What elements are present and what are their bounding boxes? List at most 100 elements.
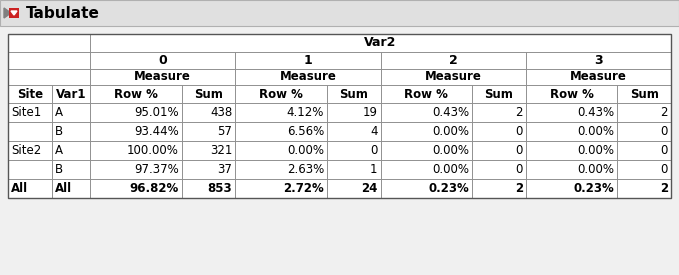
Text: 438: 438 bbox=[210, 106, 232, 119]
Text: 0.00%: 0.00% bbox=[433, 125, 469, 138]
Text: Site: Site bbox=[17, 87, 43, 100]
Text: Row %: Row % bbox=[550, 87, 593, 100]
Text: 24: 24 bbox=[361, 182, 378, 195]
Text: All: All bbox=[55, 182, 72, 195]
Bar bbox=[235, 52, 380, 69]
Bar bbox=[8, 34, 671, 198]
Bar bbox=[182, 160, 235, 179]
Bar bbox=[235, 69, 380, 85]
Bar bbox=[52, 179, 90, 198]
Bar bbox=[90, 103, 182, 122]
Text: Sum: Sum bbox=[630, 87, 659, 100]
Bar bbox=[235, 141, 327, 160]
Bar bbox=[617, 85, 671, 103]
Bar bbox=[380, 52, 526, 69]
Text: 2.72%: 2.72% bbox=[283, 182, 324, 195]
Text: Var1: Var1 bbox=[56, 87, 86, 100]
Text: 3: 3 bbox=[594, 54, 603, 67]
Bar bbox=[90, 34, 671, 52]
Bar bbox=[327, 160, 380, 179]
Polygon shape bbox=[4, 8, 11, 18]
Text: 2: 2 bbox=[515, 106, 523, 119]
Bar bbox=[472, 160, 526, 179]
Bar bbox=[52, 103, 90, 122]
Text: Sum: Sum bbox=[485, 87, 513, 100]
Text: Measure: Measure bbox=[570, 70, 627, 84]
Text: 2.63%: 2.63% bbox=[287, 163, 324, 176]
Text: 37: 37 bbox=[217, 163, 232, 176]
Text: All: All bbox=[11, 182, 28, 195]
Bar bbox=[327, 103, 380, 122]
Bar bbox=[182, 179, 235, 198]
Bar bbox=[90, 69, 235, 85]
Text: Row %: Row % bbox=[259, 87, 303, 100]
Text: 19: 19 bbox=[363, 106, 378, 119]
Bar bbox=[380, 103, 472, 122]
Text: 0: 0 bbox=[661, 163, 668, 176]
Text: Site1: Site1 bbox=[11, 106, 41, 119]
Text: 0.43%: 0.43% bbox=[432, 106, 469, 119]
Bar bbox=[8, 34, 90, 52]
Bar bbox=[472, 141, 526, 160]
Bar bbox=[235, 160, 327, 179]
Text: 2: 2 bbox=[449, 54, 458, 67]
Bar bbox=[8, 122, 52, 141]
Text: 0.00%: 0.00% bbox=[433, 144, 469, 157]
Bar bbox=[617, 122, 671, 141]
Bar bbox=[327, 141, 380, 160]
Bar bbox=[90, 160, 182, 179]
Text: Measure: Measure bbox=[280, 70, 336, 84]
Bar bbox=[526, 85, 617, 103]
Bar bbox=[526, 141, 617, 160]
Bar bbox=[472, 179, 526, 198]
Bar bbox=[182, 122, 235, 141]
Text: 0.00%: 0.00% bbox=[577, 163, 614, 176]
Bar bbox=[526, 160, 617, 179]
Bar bbox=[182, 103, 235, 122]
Bar bbox=[8, 103, 52, 122]
Bar bbox=[380, 122, 472, 141]
Text: 0.00%: 0.00% bbox=[287, 144, 324, 157]
Text: 0.23%: 0.23% bbox=[428, 182, 469, 195]
Bar bbox=[235, 103, 327, 122]
Text: Sum: Sum bbox=[194, 87, 223, 100]
Bar bbox=[90, 141, 182, 160]
Text: 1: 1 bbox=[304, 54, 312, 67]
Text: Sum: Sum bbox=[340, 87, 368, 100]
Text: 321: 321 bbox=[210, 144, 232, 157]
Bar bbox=[8, 52, 90, 69]
Text: Row %: Row % bbox=[405, 87, 448, 100]
Bar bbox=[526, 69, 671, 85]
Bar bbox=[235, 85, 327, 103]
Text: 57: 57 bbox=[217, 125, 232, 138]
Text: 0.23%: 0.23% bbox=[574, 182, 614, 195]
Bar bbox=[526, 122, 617, 141]
Bar bbox=[52, 85, 90, 103]
Text: Measure: Measure bbox=[134, 70, 191, 84]
Bar bbox=[52, 141, 90, 160]
Bar bbox=[90, 52, 235, 69]
Text: Var2: Var2 bbox=[365, 37, 397, 50]
Text: 6.56%: 6.56% bbox=[287, 125, 324, 138]
Text: 97.37%: 97.37% bbox=[134, 163, 179, 176]
Text: Row %: Row % bbox=[114, 87, 158, 100]
Text: 95.01%: 95.01% bbox=[134, 106, 179, 119]
Text: 2: 2 bbox=[661, 106, 668, 119]
Bar bbox=[472, 103, 526, 122]
Bar bbox=[380, 85, 472, 103]
Bar bbox=[526, 52, 671, 69]
Bar bbox=[235, 179, 327, 198]
Polygon shape bbox=[11, 11, 17, 15]
Bar bbox=[8, 85, 52, 103]
Text: Tabulate: Tabulate bbox=[26, 6, 100, 21]
Text: 100.00%: 100.00% bbox=[127, 144, 179, 157]
Bar bbox=[8, 69, 90, 85]
Bar bbox=[182, 141, 235, 160]
Bar bbox=[526, 179, 617, 198]
Bar bbox=[9, 8, 19, 18]
Text: 0: 0 bbox=[515, 163, 523, 176]
Text: A: A bbox=[55, 144, 63, 157]
Bar bbox=[90, 85, 182, 103]
Bar bbox=[327, 85, 380, 103]
Text: 0: 0 bbox=[515, 125, 523, 138]
